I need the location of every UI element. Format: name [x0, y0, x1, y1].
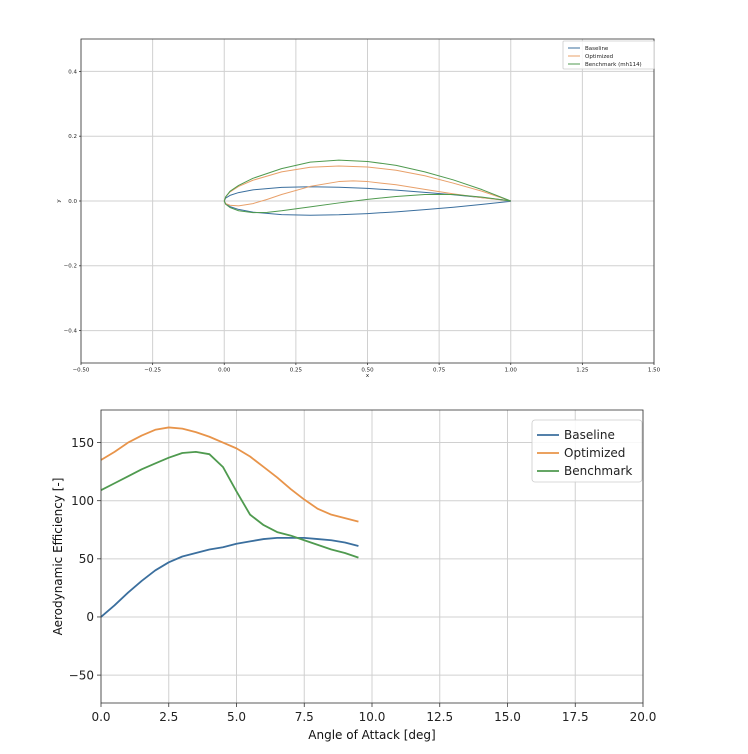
legend-label: Baseline	[585, 46, 609, 52]
x-tick-label: 2.5	[159, 710, 178, 724]
y-axis-label: y	[56, 199, 62, 203]
x-tick-label: 17.5	[562, 710, 589, 724]
x-tick-label: 1.50	[648, 368, 661, 374]
x-axis-label: x	[366, 373, 370, 379]
x-tick-label: −0.50	[73, 368, 90, 374]
efficiency-chart: 0.0 2.5 5.0 7.5 10.0 12.5 15.0 17.5 20.0 −50 0 50 10…	[51, 409, 657, 742]
x-tick-label: 7.5	[295, 710, 314, 724]
x-axis-label: Angle of Attack [deg]	[308, 728, 435, 742]
x-tick-label: 0.25	[290, 368, 303, 374]
y-axis-label: Aerodynamic Efficiency [-]	[51, 478, 65, 636]
x-tick-label: −0.25	[144, 368, 161, 374]
legend-label: Optimized	[564, 446, 625, 460]
x-tick-label: 0.75	[433, 368, 446, 374]
y-tick-label: 0.0	[68, 199, 77, 205]
legend: Baseline Optimized Benchmark	[531, 419, 643, 483]
x-tick-label: 12.5	[426, 710, 453, 724]
series-line-benchmark-mh114	[223, 159, 511, 214]
y-tick-label: 150	[71, 436, 94, 450]
legend-label: Baseline	[564, 428, 615, 442]
x-tick-label: 1.25	[576, 368, 589, 374]
y-tick-label: 50	[79, 552, 94, 566]
x-tick-label: 1.00	[505, 368, 518, 374]
y-tick-label: 0.4	[68, 69, 77, 75]
y-tick-label: −50	[69, 668, 94, 682]
x-tick-label: 0.50	[361, 368, 374, 374]
axes-frame	[80, 38, 655, 364]
legend: Baseline Optimized Benchmark (mh114)	[562, 40, 655, 70]
y-tick-label: −0.4	[64, 329, 78, 335]
y-tick-label: −0.2	[64, 264, 77, 270]
x-tick-label: 0.00	[218, 368, 231, 374]
y-tick-label: 0.2	[68, 134, 77, 140]
series-line-baseline	[100, 537, 359, 618]
axes-frame	[100, 409, 644, 704]
x-tick-label: 10.0	[359, 710, 386, 724]
y-tick-label: 100	[71, 494, 94, 508]
legend-label: Benchmark (mh114)	[585, 62, 642, 68]
legend-box	[531, 419, 643, 483]
legend-label: Optimized	[585, 54, 613, 60]
x-tick-label: 15.0	[494, 710, 521, 724]
legend-label: Benchmark	[564, 464, 632, 478]
airfoil-shape-chart: −0.50 −0.25 0.00 0.25 0.50 0.75 1.00 1.25 1.50 −0…	[56, 38, 661, 379]
series-line-benchmark	[100, 450, 359, 559]
y-tick-label: 0	[86, 610, 94, 624]
legend-box	[562, 40, 655, 70]
x-tick-label: 20.0	[630, 710, 657, 724]
x-tick-label: 5.0	[227, 710, 246, 724]
x-tick-label: 0.0	[91, 710, 110, 724]
series-line-optimized	[100, 426, 359, 523]
